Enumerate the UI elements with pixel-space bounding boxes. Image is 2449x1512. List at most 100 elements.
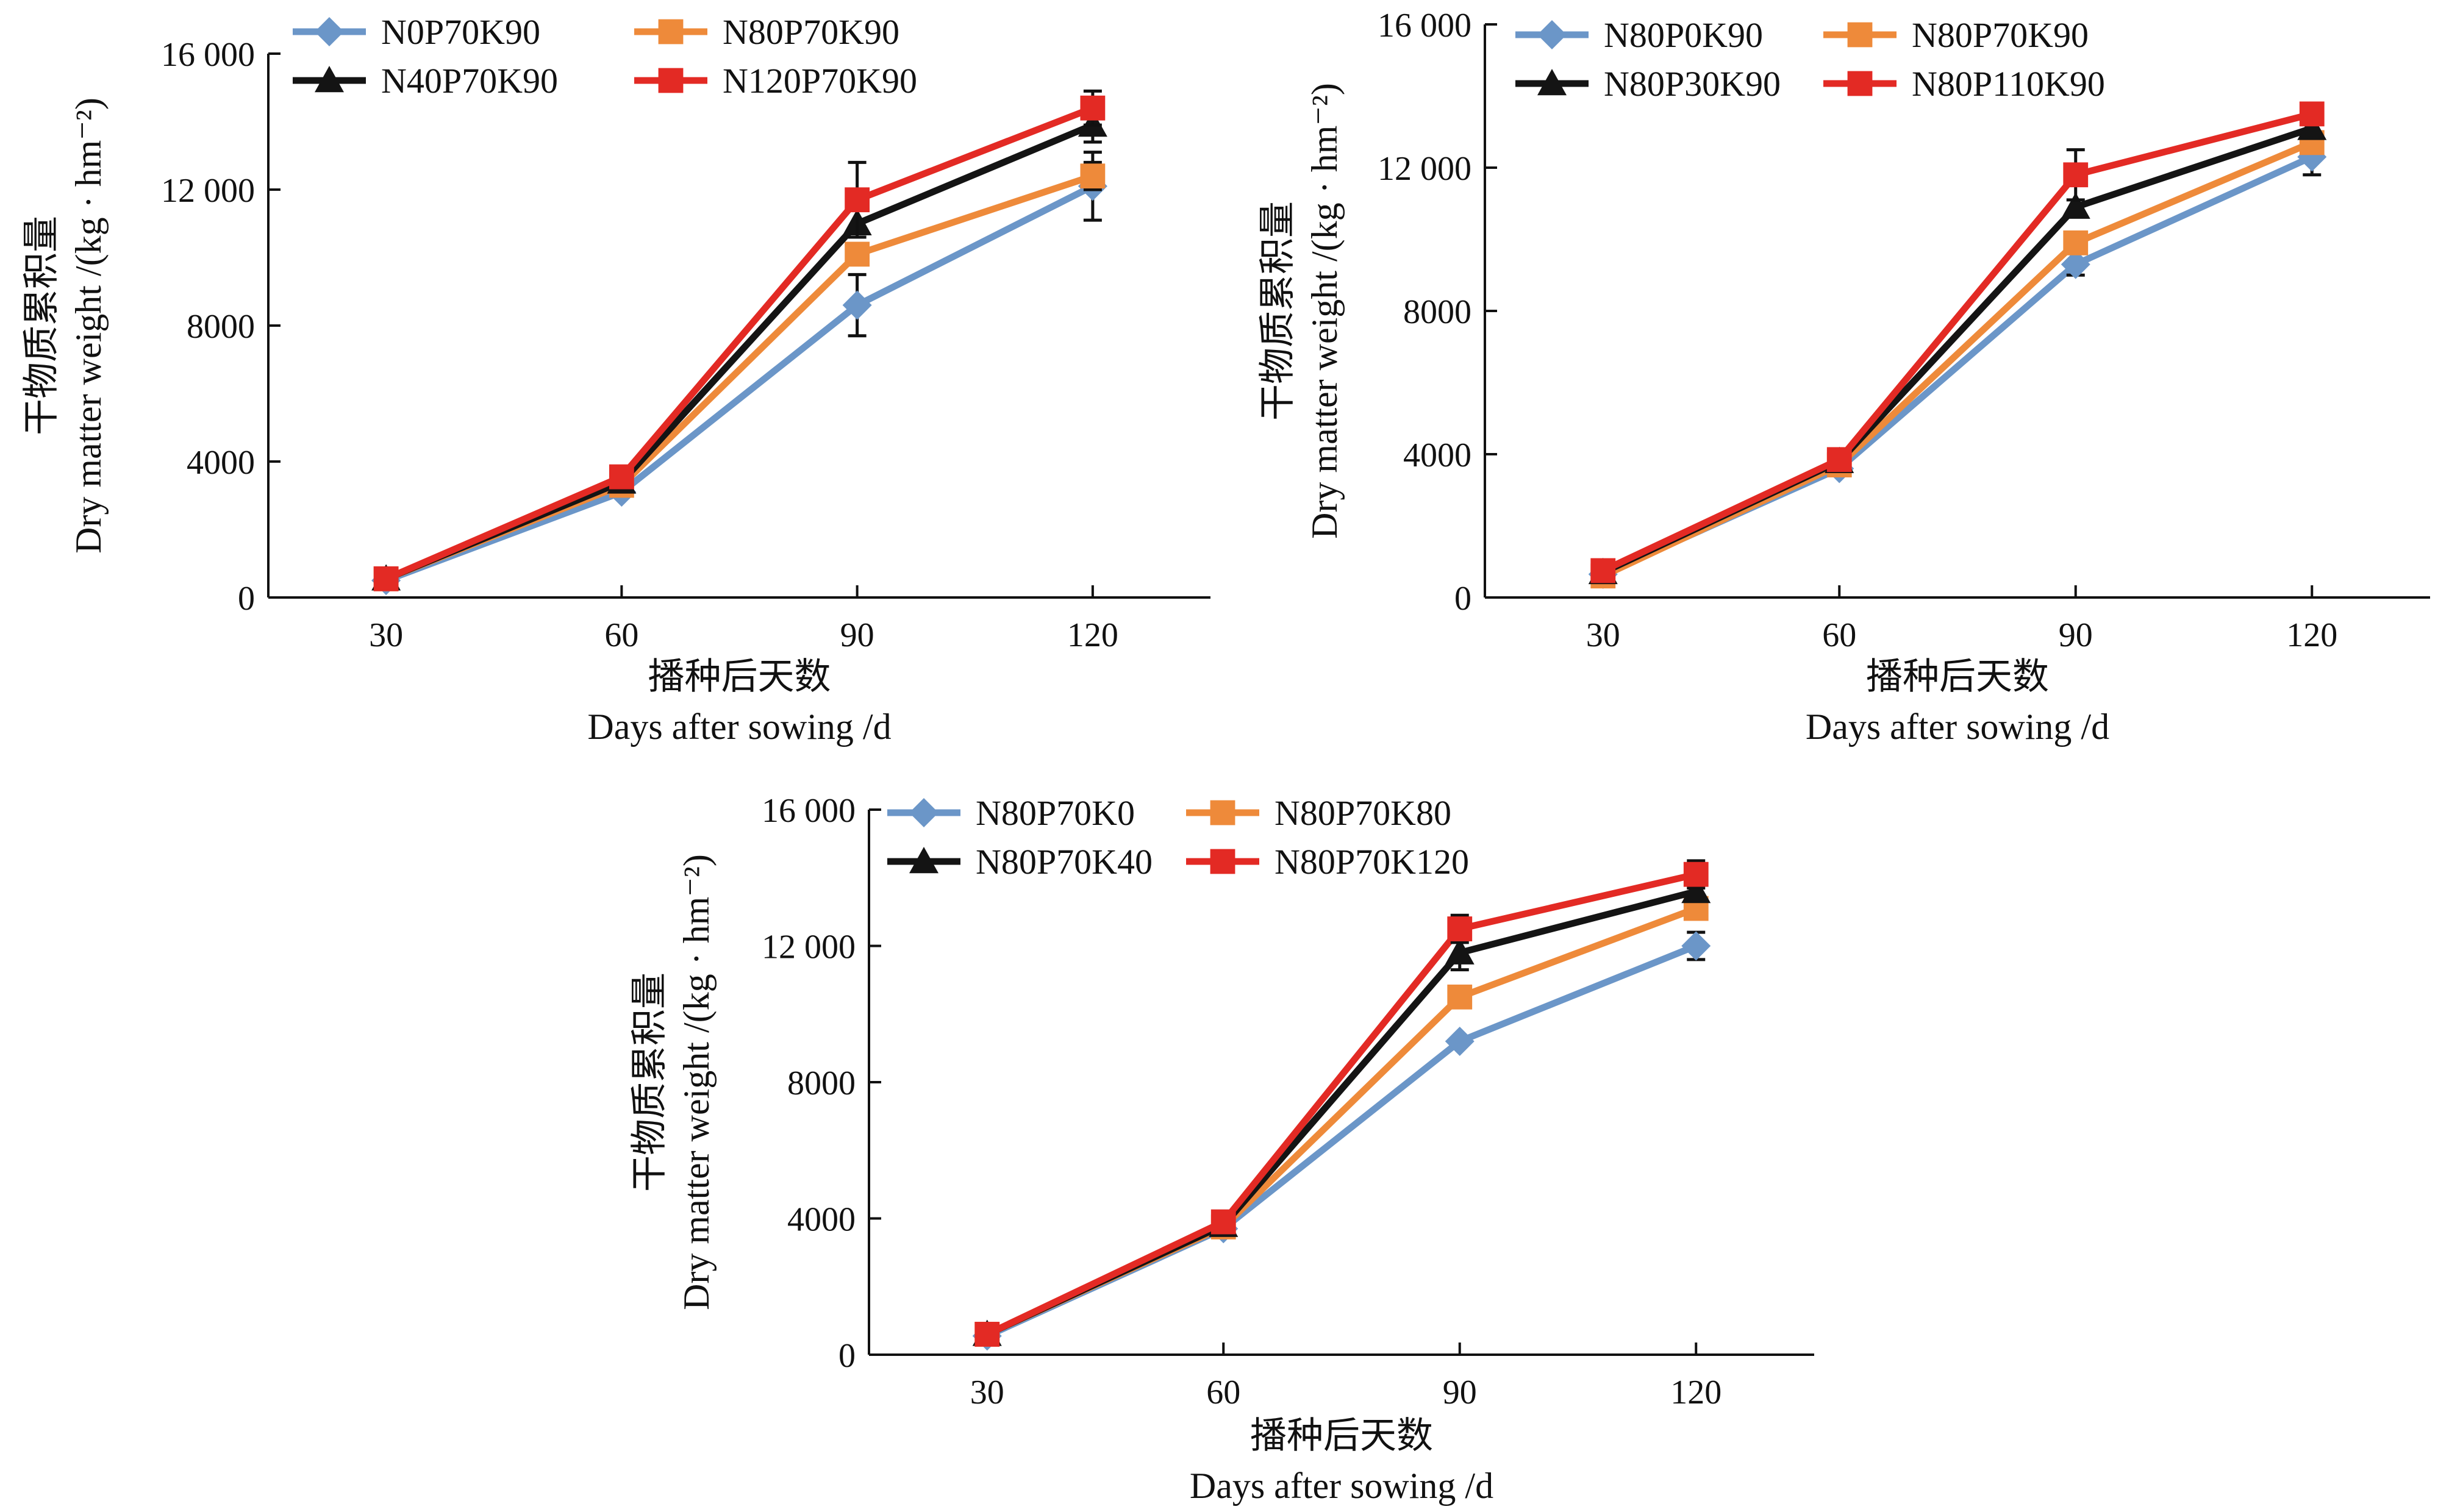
series-N80P0K90 (1588, 137, 2327, 589)
legend-marker (1537, 69, 1567, 96)
series-N120P70K90 (373, 89, 1106, 591)
y-tick-label: 12 000 (161, 172, 255, 210)
y-axis-title-cn: 干物质累积量 (21, 216, 62, 435)
legend-entry: N120P70K90 (634, 61, 917, 101)
x-tick-label: 90 (2059, 616, 2093, 654)
legend-entry: N80P30K90 (1515, 64, 1781, 104)
data-point (1447, 984, 1473, 1010)
legend-label: N40P70K90 (381, 61, 558, 101)
data-point (1080, 95, 1106, 121)
x-axis-title-cn: 播种后天数 (1866, 657, 2049, 697)
legend-label: N80P70K40 (976, 842, 1153, 882)
x-tick-label: 60 (1206, 1374, 1240, 1411)
x-tick-label: 120 (1067, 616, 1118, 654)
series-N80P70K90 (373, 160, 1106, 591)
legend-entry: N80P70K90 (634, 12, 899, 52)
chart-2: 0 4000 8000 12 000 16 000 30 60 90 120 播种后天数 Days … (1257, 7, 2430, 747)
data-point (1080, 163, 1106, 189)
y-tick-label: 16 000 (1378, 7, 1471, 45)
data-point (1445, 938, 1475, 965)
x-tick-label: 60 (604, 616, 638, 654)
legend-marker (658, 19, 684, 45)
y-tick-label: 8000 (1403, 293, 1471, 331)
legend-entry: N80P0K90 (1515, 15, 1763, 55)
series-line (1601, 110, 2313, 574)
chart-3: 0 4000 8000 12 000 16 000 30 60 90 120 播种后天数 Days … (629, 792, 1814, 1506)
y-axis-title-en: Dry matter weight /(kg · hm⁻²) (68, 98, 109, 554)
legend-label: N80P70K90 (723, 12, 899, 52)
y-tick-label: 4000 (187, 444, 255, 482)
y-tick-label: 0 (1454, 580, 1471, 618)
legend-entry: N40P70K90 (293, 61, 558, 101)
series-line (1601, 154, 2314, 577)
series-N80P70K80 (974, 896, 1709, 1347)
legend-entry: N80P70K80 (1186, 793, 1451, 833)
y-tick-label: 12 000 (1378, 150, 1471, 188)
data-point (842, 290, 872, 320)
x-tick-label: 120 (2286, 616, 2337, 654)
data-point (1590, 558, 1616, 583)
legend-marker (1210, 800, 1235, 826)
y-tick-label: 4000 (1403, 437, 1471, 474)
legend-label: N120P70K90 (723, 61, 917, 101)
legend-entry: N80P70K90 (1823, 15, 2089, 55)
y-tick-label: 12 000 (762, 929, 856, 966)
legend-entry: N80P70K0 (887, 793, 1135, 833)
x-tick-label: 30 (369, 616, 403, 654)
data-point (2297, 113, 2327, 140)
data-point (2061, 249, 2090, 279)
legend-label: N80P70K90 (1912, 15, 2089, 55)
data-point (2299, 101, 2325, 127)
series-line (985, 943, 1698, 1339)
series-N40P70K90 (371, 106, 1107, 591)
chart-1: 0 4000 8000 12 000 16 000 30 60 90 120 播种后天数 Days … (21, 12, 1210, 747)
data-point (1210, 1209, 1236, 1235)
legend-marker (1847, 71, 1873, 96)
data-point (1826, 447, 1852, 472)
y-tick-label: 0 (238, 580, 255, 618)
y-tick-label: 8000 (187, 308, 255, 346)
data-point (2063, 162, 2089, 188)
y-tick-label: 16 000 (762, 792, 856, 830)
data-point (2063, 230, 2089, 255)
data-point (609, 464, 634, 490)
x-tick-label: 60 (1822, 616, 1856, 654)
legend-label: N80P70K0 (976, 793, 1135, 833)
legend-label: N80P30K90 (1604, 64, 1781, 104)
legend-label: N80P110K90 (1912, 64, 2105, 104)
data-point (1681, 877, 1711, 904)
x-tick-label: 120 (1670, 1374, 1721, 1411)
legend-marker (315, 17, 344, 46)
x-axis-title-cn: 播种后天数 (1250, 1416, 1433, 1456)
data-point (373, 566, 399, 591)
legend-entry: N80P110K90 (1823, 64, 2105, 104)
y-axis-title-en: Dry matter weight /(kg · hm⁻²) (676, 854, 717, 1310)
x-tick-label: 30 (1586, 616, 1620, 654)
legend-label: N80P70K80 (1275, 793, 1451, 833)
legend-marker (315, 66, 344, 93)
series-line (985, 905, 1698, 1338)
data-point (845, 241, 870, 267)
legend-marker (1537, 20, 1567, 49)
data-point (1445, 1026, 1475, 1056)
x-axis-title-en: Days after sowing /d (1190, 1466, 1493, 1506)
series-line (985, 871, 1697, 1338)
legend-entry: N0P70K90 (293, 12, 540, 52)
series-line (384, 105, 1094, 582)
series-line (385, 122, 1094, 582)
series-N80P70K120 (974, 859, 1709, 1347)
x-tick-label: 90 (840, 616, 874, 654)
legend-marker (658, 68, 684, 93)
legend-marker (1847, 22, 1873, 48)
legend-marker (909, 847, 938, 874)
y-tick-label: 8000 (787, 1064, 856, 1102)
x-axis-title-en: Days after sowing /d (1806, 707, 2109, 747)
series-N80P110K90 (1590, 101, 2325, 583)
legend-label: N80P70K120 (1275, 842, 1469, 882)
data-point (845, 187, 870, 213)
x-axis-title-cn: 播种后天数 (648, 657, 831, 697)
data-point (1447, 916, 1473, 941)
y-tick-label: 0 (838, 1337, 856, 1375)
legend-marker (1210, 849, 1235, 874)
data-point (974, 1322, 1000, 1347)
